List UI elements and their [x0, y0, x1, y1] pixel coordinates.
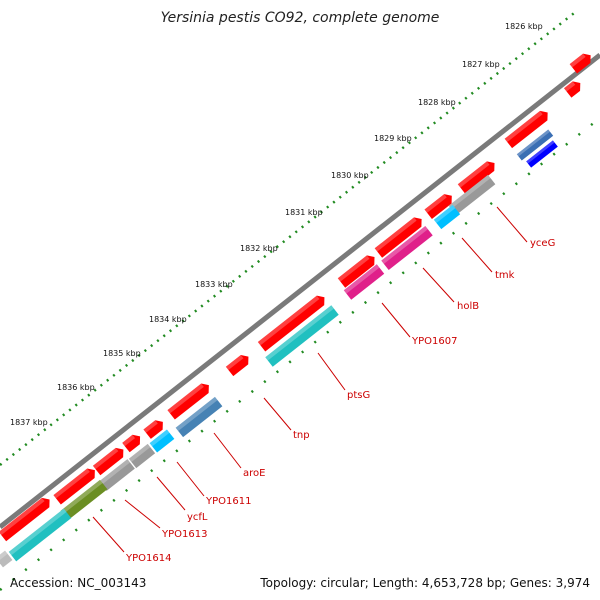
cds-forward-block [143, 420, 163, 439]
cds-forward-block [225, 354, 249, 377]
cds-reverse-block [448, 174, 496, 216]
reverse-cds-track [0, 129, 558, 568]
cds-reverse-block [265, 305, 339, 367]
kbp-label: 1830 kbp [331, 171, 369, 180]
gene-label-tnp: tnp [293, 430, 310, 441]
cds-reverse-block [516, 129, 554, 161]
kbp-label: 1835 kbp [103, 349, 141, 358]
cds-forward-block [167, 383, 209, 420]
genome-backbone [0, 53, 600, 529]
cds-reverse-block [175, 396, 223, 438]
cds-reverse-block [60, 479, 108, 521]
kbp-label: 1827 kbp [462, 60, 500, 69]
gene-label-YPO1607: YPO1607 [411, 336, 457, 347]
kbp-label: 1832 kbp [240, 244, 278, 253]
genome-summary: Topology: circular; Length: 4,653,728 bp… [260, 576, 590, 590]
gene-label-tmk: tmk [495, 270, 515, 281]
kbp-label: 1826 kbp [505, 22, 543, 31]
gene-label-yceG: yceG [530, 238, 555, 249]
kbp-label: 1837 kbp [10, 418, 48, 427]
cds-reverse-block [433, 204, 461, 230]
forward-cds-track [0, 53, 591, 542]
gene-label-holB: holB [457, 301, 479, 312]
cds-reverse-block [526, 140, 558, 168]
cds-reverse-block [381, 225, 433, 271]
gene-label-YPO1613: YPO1613 [161, 529, 207, 540]
cds-reverse-block [99, 459, 135, 491]
cds-reverse-block [343, 264, 385, 300]
gene-labels: yceG tmk holB YPO1607 ptsG tnp aroE YPO1… [92, 206, 555, 564]
cds-forward-block [92, 447, 124, 476]
cds-reverse-block [8, 508, 72, 562]
kbp-label: 1829 kbp [374, 134, 412, 143]
kbp-label: 1831 kbp [285, 208, 323, 217]
cds-forward-block [337, 255, 375, 288]
kbp-label: 1828 kbp [418, 98, 456, 107]
ruler-labels: 1826 kbp 1827 kbp 1828 kbp 1829 kbp 1830… [10, 22, 543, 427]
inner-tick-track [0, 117, 600, 591]
cds-forward-block [374, 217, 422, 258]
accession-text: Accession: NC_003143 [10, 576, 147, 590]
kbp-label: 1836 kbp [57, 383, 95, 392]
cds-forward-block [457, 161, 495, 194]
cds-forward-block [424, 194, 452, 219]
gene-label-ptsG: ptsG [347, 390, 370, 401]
cds-forward-block [0, 497, 50, 542]
ruler-track [0, 9, 579, 466]
cds-forward-block [504, 110, 548, 149]
gene-label-YPO1614: YPO1614 [125, 553, 171, 564]
cds-reverse-block [0, 550, 13, 568]
gene-label-aroE: aroE [243, 468, 265, 479]
kbp-label: 1833 kbp [195, 280, 233, 289]
cds-forward-block [564, 81, 581, 98]
cds-forward-block [122, 434, 141, 453]
gene-label-ycfL: ycfL [187, 512, 208, 523]
gene-label-YPO1611: YPO1611 [205, 496, 251, 507]
cds-forward-block [53, 468, 95, 505]
cds-forward-block [569, 53, 591, 74]
genome-title: Yersinia pestis CO92, complete genome [160, 10, 440, 26]
cds-reverse-block [149, 429, 175, 453]
cds-reverse-block [128, 443, 156, 469]
cds-forward-block [257, 295, 325, 352]
kbp-label: 1834 kbp [149, 315, 187, 324]
